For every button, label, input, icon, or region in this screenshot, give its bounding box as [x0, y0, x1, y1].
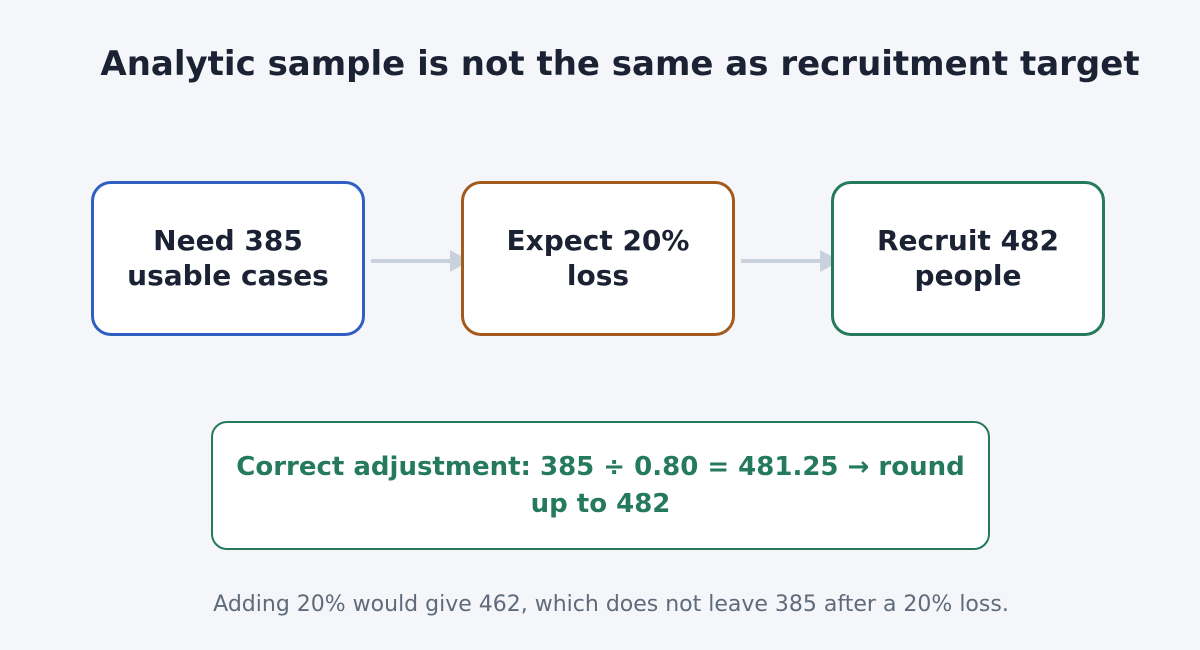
callout: Correct adjustment: 385 ÷ 0.80 = 481.25 …: [211, 421, 990, 550]
node: Expect 20% loss: [461, 181, 735, 336]
title: Analytic sample is not the same as recru…: [100, 44, 1140, 84]
footnote: Adding 20% would give 462, which does no…: [213, 592, 1009, 617]
arrow-head: [820, 250, 840, 272]
arrow-head: [450, 250, 470, 272]
node: Recruit 482 people: [831, 181, 1105, 336]
node: Need 385 usable cases: [91, 181, 365, 336]
